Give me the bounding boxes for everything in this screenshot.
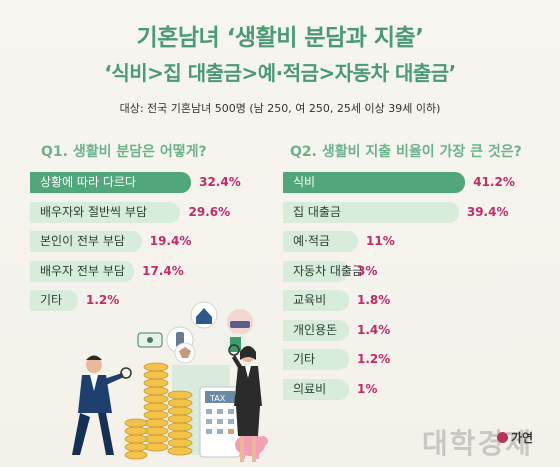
value-label-2-1: 41.2% — [473, 175, 515, 189]
bar-2-5: 교육비 — [283, 290, 349, 311]
bar-2-8: 의료비 — [283, 378, 349, 400]
bar-2-2: 집 대출금 — [283, 201, 459, 223]
page-subtitle: ‘식비>집 대출금>예·적금>자동차 대출금’ — [104, 61, 456, 85]
value-label-2-8: 1% — [357, 381, 378, 396]
value-label-1-1: 32.4% — [199, 175, 241, 189]
woman-figure — [228, 344, 262, 462]
bar-2-7: 기타 — [283, 349, 349, 370]
calculator: TAX — [199, 386, 241, 458]
bar-2-3: 예·적금 — [283, 231, 359, 252]
value-label-1-2: 29.6% — [188, 204, 231, 219]
bar-2-6: 개인용돈 — [283, 319, 349, 341]
house-icon — [190, 301, 218, 329]
page-title: 기혼남녀 ‘생활비 분담과 지출’ — [136, 25, 424, 51]
man-figure — [72, 355, 132, 455]
bar-2-1: 식비 — [283, 172, 466, 193]
survey-meta: 대상: 전국 기혼남녀 500명 (남 250, 여 250, 25세 이상 3… — [119, 102, 441, 115]
value-label-2-5: 1.8% — [357, 293, 391, 307]
bar-1-1: 상황에 따라 다르다 — [30, 172, 192, 193]
bar-1-2: 배우자와 절반씩 부담 — [30, 201, 181, 223]
value-label-2-7: 1.2% — [357, 352, 391, 366]
logo-text: 가연 — [511, 431, 534, 445]
money-icon — [137, 332, 163, 348]
watermark: 대학경제 — [422, 427, 534, 460]
q1-title: Q1. 생활비 분담은 어떻게? — [41, 144, 207, 160]
q2-title: Q2. 생활비 지출 비율이 가장 큰 것은? — [290, 144, 522, 160]
svg-text:TAX: TAX — [209, 394, 226, 403]
car-icon — [227, 309, 253, 335]
value-label-2-3: 11% — [366, 234, 395, 248]
value-label-1-4: 17.4% — [142, 263, 184, 278]
bar-1-4: 배우자 전부 부담 — [30, 260, 135, 282]
bar-1-5: 기타 — [30, 290, 78, 311]
clothes-icon — [174, 342, 196, 364]
bar-2-4: 자동차 대출금 — [283, 260, 363, 282]
value-label-1-5: 1.2% — [86, 293, 120, 307]
brand-logo: 가연 — [497, 429, 533, 446]
value-label-1-3: 19.4% — [149, 234, 192, 248]
coin-stacks — [124, 362, 193, 460]
value-label-2-4: 3% — [357, 263, 378, 278]
value-label-2-2: 39.4% — [466, 204, 509, 219]
logo-mark-icon — [497, 432, 508, 443]
value-label-2-6: 1.4% — [357, 322, 391, 337]
bar-1-3: 본인이 전부 부담 — [30, 231, 142, 252]
